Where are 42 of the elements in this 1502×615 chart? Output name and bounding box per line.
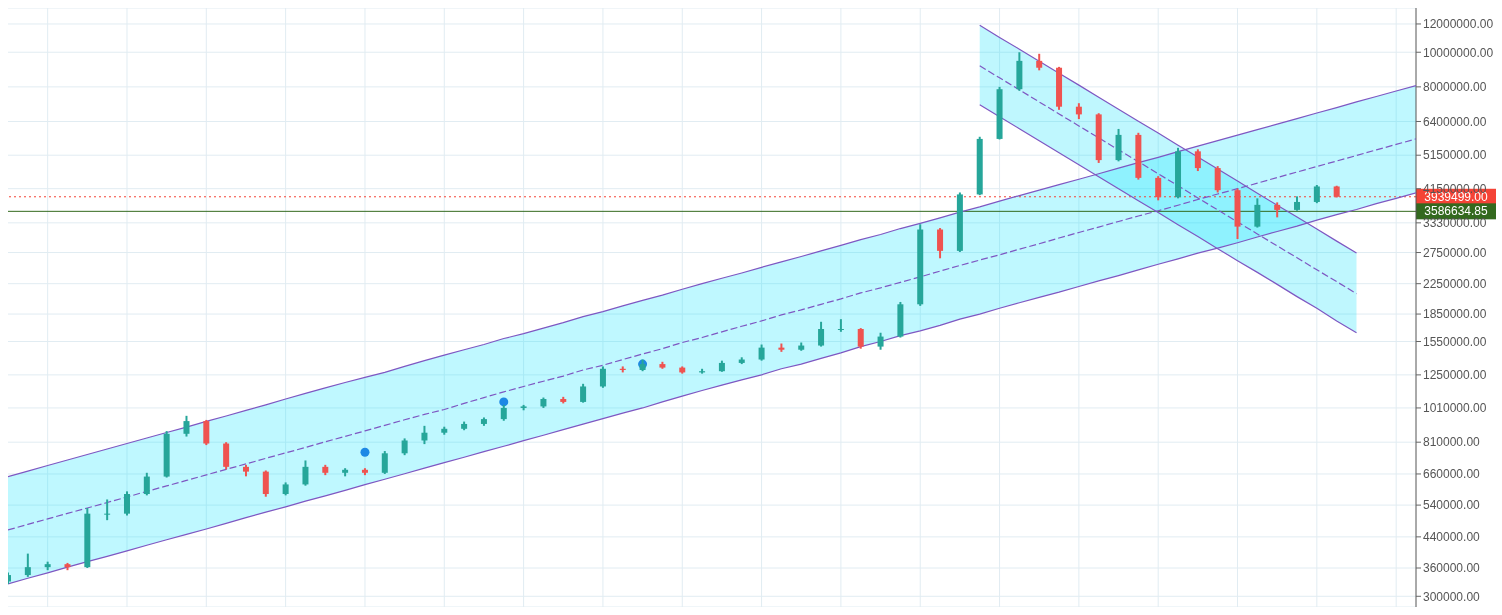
candlestick	[24, 552, 31, 578]
y-tick-label: 1550000.00	[1423, 334, 1487, 349]
candlestick	[302, 459, 309, 487]
candlestick	[183, 414, 190, 438]
candlestick	[1313, 184, 1320, 205]
y-tick-label: 1250000.00	[1423, 368, 1487, 383]
y-tick-label: 300000.00	[1423, 589, 1481, 604]
candlestick	[104, 498, 111, 522]
y-tick-label: 12000000.00	[1423, 17, 1494, 32]
candlestick	[857, 327, 864, 350]
y-tick-label: 10000000.00	[1423, 45, 1494, 60]
y-tick-label: 810000.00	[1423, 435, 1481, 450]
y-tick-label: 8000000.00	[1423, 80, 1487, 95]
candlestick	[580, 382, 587, 404]
candlestick	[1194, 148, 1201, 173]
y-tick-label: 2750000.00	[1423, 245, 1487, 260]
candlestick	[1254, 197, 1261, 229]
ref-line-label: 3586634.85	[1424, 204, 1489, 219]
y-tick-label: 2250000.00	[1423, 276, 1487, 291]
y-tick-label: 660000.00	[1423, 467, 1481, 482]
y-tick-label: 360000.00	[1423, 561, 1481, 576]
candlestick	[599, 365, 606, 389]
y-tick-label: 1010000.00	[1423, 401, 1487, 416]
y-tick-label: 440000.00	[1423, 530, 1481, 545]
candlestick	[262, 469, 269, 498]
candlestick	[818, 320, 825, 348]
y-tick-label: 5150000.00	[1423, 148, 1487, 163]
candlestick	[937, 227, 944, 260]
candlestick	[381, 450, 388, 475]
candlestick	[143, 471, 150, 497]
candlestick	[223, 441, 230, 471]
point	[499, 397, 509, 407]
candlestick	[123, 490, 130, 517]
candlestick	[1214, 165, 1221, 194]
candlestick	[837, 318, 844, 333]
y-tick-label: 6400000.00	[1423, 114, 1487, 129]
y-tick-label: 540000.00	[1423, 498, 1481, 513]
candlestick	[203, 418, 210, 447]
y-tick-label: 1850000.00	[1423, 307, 1487, 322]
point	[360, 447, 370, 457]
candlestick	[1155, 175, 1162, 202]
y-tick-label: 3330000.00	[1423, 216, 1487, 231]
